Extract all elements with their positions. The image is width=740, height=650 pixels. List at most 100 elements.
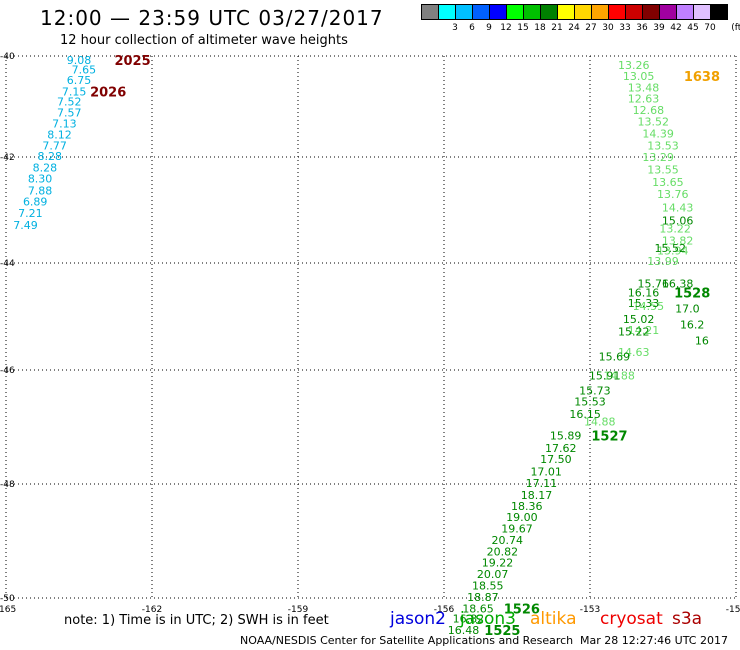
pass-number-label: 1638 <box>684 70 720 85</box>
swh-value: 7.65 <box>72 64 97 77</box>
swh-value: 12.63 <box>628 92 660 105</box>
pass-number-label: 1526 <box>504 602 540 617</box>
swh-value: 13.52 <box>638 116 670 129</box>
swh-value: 13.99 <box>647 255 679 268</box>
scale-swatch <box>710 4 728 20</box>
swh-value: 7.21 <box>18 207 43 220</box>
swh-value: 7.88 <box>28 184 53 197</box>
swh-value: 15.22 <box>618 325 650 338</box>
scale-label: 18 <box>534 23 546 33</box>
swh-value: 17.11 <box>526 477 558 490</box>
swh-value: 20.82 <box>487 545 519 558</box>
swh-value: 15.52 <box>655 242 687 255</box>
swh-value: 20.74 <box>492 534 524 547</box>
lat-tick-label: -40 <box>0 52 15 62</box>
lon-tick-label: -165 <box>0 605 16 615</box>
swh-value: 14.21 <box>628 324 660 337</box>
lon-tick-label: -159 <box>288 605 309 615</box>
scale-label: 70 <box>704 23 716 33</box>
swh-value: 6.75 <box>67 74 92 87</box>
swh-value: 13.22 <box>659 223 691 236</box>
swh-value: 13.53 <box>647 139 679 152</box>
scale-label: 42 <box>670 23 682 33</box>
swh-value: 17.01 <box>530 465 562 478</box>
pass-number-label: 2025 <box>114 54 150 69</box>
lon-tick-label: -153 <box>580 605 600 615</box>
swh-value: 13.82 <box>662 235 694 248</box>
swh-value: 14.43 <box>662 201 694 214</box>
swh-value: 7.77 <box>42 139 67 152</box>
satellite-s3a: s3a <box>672 609 703 629</box>
swh-value: 7.13 <box>52 118 77 131</box>
swh-value: 20.07 <box>477 568 509 581</box>
swh-value: 18.55 <box>472 579 504 592</box>
swh-value: 15.91 <box>589 370 621 383</box>
scale-label: 36 <box>636 23 648 33</box>
swh-value: 13.29 <box>642 151 674 164</box>
page-subtitle: 12 hour collection of altimeter wave hei… <box>60 33 348 48</box>
swh-value: 19.00 <box>506 511 538 524</box>
swh-value: 19.22 <box>482 557 514 570</box>
swh-value: 13.76 <box>657 188 689 201</box>
scale-label: 45 <box>687 23 699 33</box>
swh-value: 15.76 <box>638 277 670 290</box>
lat-tick-label: -42 <box>0 153 15 163</box>
scale-label: 33 <box>619 23 631 33</box>
generation-timestamp: Mar 28 12:27:46 UTC 2017 <box>580 634 728 647</box>
page-title: 12:00 — 23:59 UTC 03/27/2017 <box>40 6 384 30</box>
swh-value: 7.52 <box>57 95 82 108</box>
swh-value: 9.08 <box>67 54 92 67</box>
footnote: note: 1) Time is in UTC; 2) SWH is in fe… <box>64 613 329 628</box>
pass-number-label: 1525 <box>484 624 520 639</box>
swh-value: 15.73 <box>579 385 611 398</box>
lat-tick-label: -46 <box>0 366 15 376</box>
scale-label: 9 <box>486 23 492 33</box>
swh-value: 17.0 <box>675 302 700 315</box>
pass-number-label: 1527 <box>591 430 627 445</box>
swh-value: 14.39 <box>642 127 674 140</box>
swh-value: 13.65 <box>652 176 684 189</box>
lon-tick-label: -156 <box>434 605 455 615</box>
lon-tick-label: -150 <box>726 605 740 615</box>
swh-value: 7.49 <box>13 219 38 232</box>
scale-label: 30 <box>602 23 614 33</box>
satellite-cryosat: cryosat <box>600 609 663 629</box>
swh-value: 14.63 <box>618 346 650 359</box>
pass-number-label: 2026 <box>90 85 126 100</box>
swh-value: 13.26 <box>618 59 650 72</box>
swh-value: 17.62 <box>545 442 577 455</box>
swh-value: 15.02 <box>623 313 655 326</box>
swh-value: 18.65 <box>462 602 494 615</box>
swh-value: 15.06 <box>662 215 694 228</box>
swh-value: 8.28 <box>33 162 58 175</box>
lat-tick-label: -44 <box>0 259 15 269</box>
swh-value: 8.30 <box>28 173 53 186</box>
swh-value: 8.28 <box>38 150 63 163</box>
swh-value: 7.57 <box>57 107 82 120</box>
swh-value: 13.55 <box>647 164 679 177</box>
swh-value: 12.68 <box>633 104 665 117</box>
scale-label: 24 <box>568 23 580 33</box>
scale-label: 3 <box>452 23 458 33</box>
swh-value: 13.94 <box>657 244 689 257</box>
swh-value: 16.15 <box>569 408 601 421</box>
swh-value: 18.36 <box>511 500 543 513</box>
swh-value: 15.53 <box>574 395 606 408</box>
swh-value: 19.67 <box>501 522 533 535</box>
swh-value: 14.55 <box>633 300 665 313</box>
swh-value: 15.69 <box>599 351 631 364</box>
swh-value: 8.12 <box>47 128 72 141</box>
swh-value: 16.38 <box>662 277 694 290</box>
swh-value: 16 <box>695 335 709 348</box>
swh-value: 15.33 <box>628 297 660 310</box>
swh-value: 15.89 <box>550 430 582 443</box>
swh-value: 16.2 <box>680 319 705 332</box>
satellite-jason3: jason3 <box>460 609 516 629</box>
swh-value: 18.87 <box>467 591 499 604</box>
scale-label: 6 <box>469 23 475 33</box>
swh-value: 16.48 <box>448 624 480 637</box>
satellite-jason2: jason2 <box>390 609 446 629</box>
credit-line: NOAA/NESDIS Center for Satellite Applica… <box>240 634 574 647</box>
swh-value: 16.16 <box>628 286 660 299</box>
